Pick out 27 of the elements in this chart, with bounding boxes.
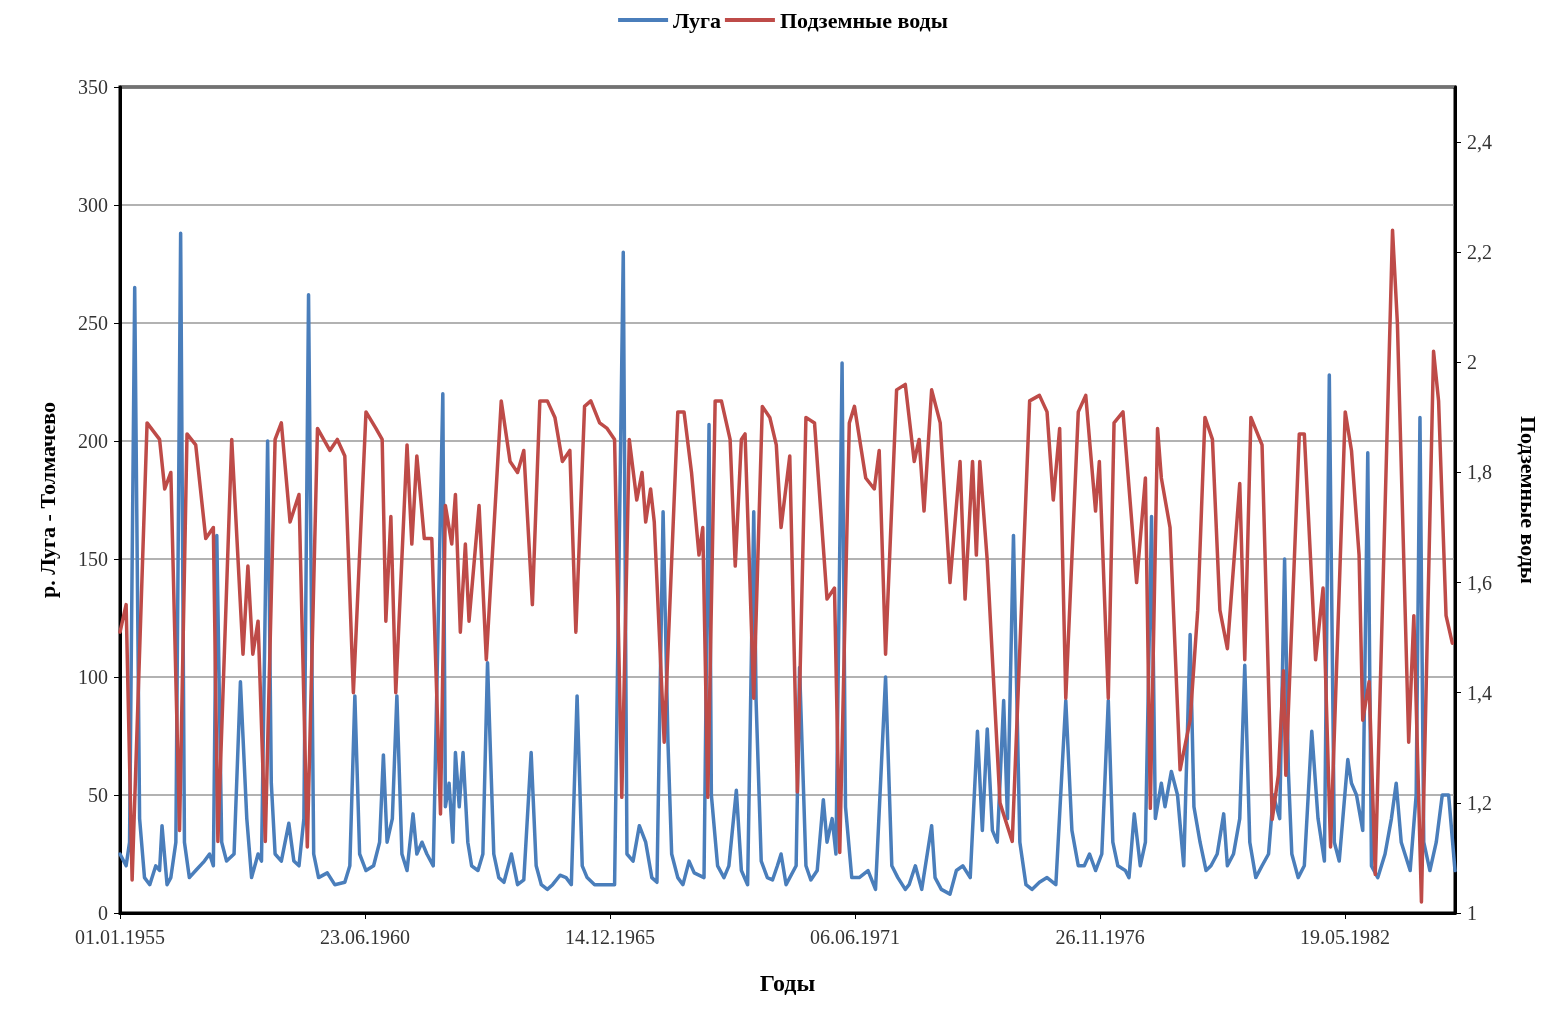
y-tick-label: 150 (78, 548, 108, 570)
y2-tick-label: 1,4 (1467, 681, 1492, 704)
x-tick-label: 01.01.1955 (75, 926, 165, 948)
y-tick-label: 200 (78, 430, 108, 452)
y2-tick-label: 1,6 (1467, 571, 1492, 594)
y2-tick-label: 1,8 (1467, 461, 1492, 484)
legend-label: Подземные воды (779, 7, 948, 33)
y2-tick-label: 1,2 (1467, 791, 1492, 814)
y-tick-label: 300 (78, 194, 108, 216)
x-axis-title: Годы (759, 970, 816, 996)
y2-tick-label: 2,2 (1467, 241, 1492, 264)
y-tick-label: 350 (78, 76, 108, 98)
y-axis-title: р. Луга - Толмачево (34, 402, 60, 598)
x-tick-label: 06.06.1971 (810, 926, 901, 948)
y2-axis-title: Подземные воды (1515, 416, 1541, 584)
x-tick-label: 19.05.1982 (1300, 926, 1391, 948)
y2-tick-label: 2 (1467, 351, 1477, 374)
y2-tick-label: 1 (1467, 902, 1477, 924)
x-tick-label: 23.06.1960 (320, 926, 411, 948)
y2-tick-label: 2,4 (1467, 131, 1492, 154)
y-tick-label: 0 (98, 902, 108, 924)
x-tick-label: 26.11.1976 (1055, 926, 1145, 948)
x-tick-label: 14.12.1965 (565, 926, 656, 948)
legend-label: Луга (673, 7, 721, 33)
y-tick-label: 250 (78, 312, 108, 334)
y-tick-label: 50 (88, 784, 108, 806)
y-tick-label: 100 (78, 666, 108, 688)
